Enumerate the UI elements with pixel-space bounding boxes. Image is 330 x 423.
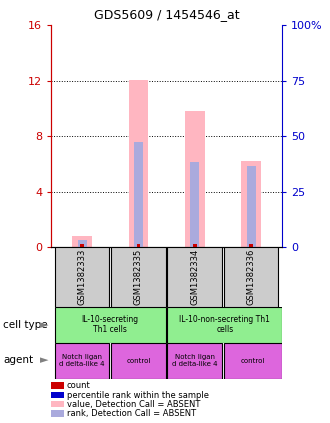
Bar [168,307,282,343]
Bar [81,244,84,247]
Text: rank, Detection Call = ABSENT: rank, Detection Call = ABSENT [67,409,196,418]
Bar [168,343,222,379]
Text: GSM1382333: GSM1382333 [78,249,87,305]
Text: Notch ligan
d delta-like 4: Notch ligan d delta-like 4 [59,354,105,367]
Text: IL-10-secreting
Th1 cells: IL-10-secreting Th1 cells [82,315,139,334]
Bar [190,162,199,247]
Text: GSM1382336: GSM1382336 [247,249,256,305]
Bar [55,307,166,343]
Text: IL-10-non-secreting Th1
cells: IL-10-non-secreting Th1 cells [180,315,270,334]
Bar [134,142,143,247]
Text: cell type: cell type [3,320,48,330]
Bar [224,343,282,379]
Bar [111,343,166,379]
Bar [129,80,149,247]
Bar [249,244,253,247]
Text: ►: ► [40,355,49,365]
Bar [111,247,166,307]
Text: control: control [241,357,265,364]
Text: Notch ligan
d delta-like 4: Notch ligan d delta-like 4 [172,354,217,367]
Text: value, Detection Call = ABSENT: value, Detection Call = ABSENT [67,400,200,409]
Bar [55,343,110,379]
Text: control: control [126,357,151,364]
Bar [78,240,86,247]
Text: GSM1382334: GSM1382334 [190,249,199,305]
Bar [247,166,256,247]
Title: GDS5609 / 1454546_at: GDS5609 / 1454546_at [94,8,240,22]
Text: percentile rank within the sample: percentile rank within the sample [67,390,209,400]
Bar [224,247,279,307]
Bar [137,244,140,247]
Text: GSM1382335: GSM1382335 [134,249,143,305]
Bar [72,236,92,247]
Bar [193,244,197,247]
Bar [168,247,222,307]
Text: ►: ► [40,320,49,330]
Text: agent: agent [3,355,33,365]
Text: count: count [67,381,91,390]
Bar [241,162,261,247]
Bar [185,111,205,247]
Bar [55,247,110,307]
